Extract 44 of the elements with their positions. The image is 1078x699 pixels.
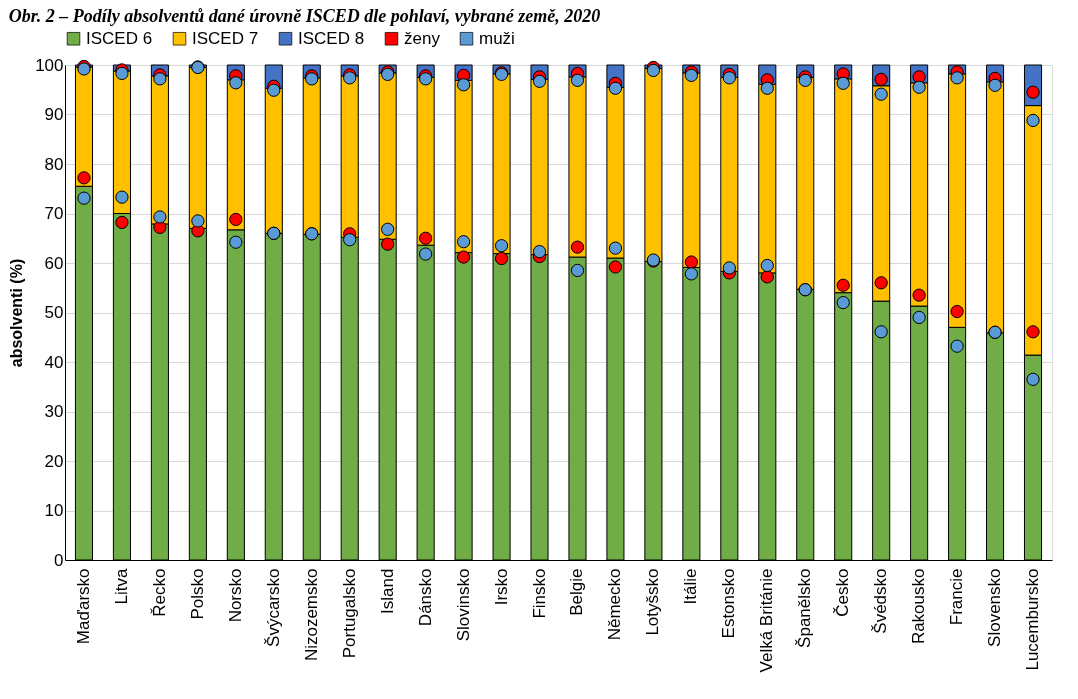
x-tick-label: Velká Británie [757,568,777,673]
x-tick-label: Litva [111,567,131,605]
x-tick-label: Estonsko [719,568,739,639]
y-tick-label: 80 [44,154,64,174]
x-tick-label: Německo [605,568,625,641]
x-tick-label: Slovinsko [453,568,473,642]
y-tick-label: 70 [44,204,64,223]
y-tick-label: 10 [44,501,64,520]
x-tick-label: Norsko [225,568,245,623]
x-tick-label: Dánsko [415,568,435,627]
x-tick-label: Belgie [567,568,587,616]
legend-label: ISCED 8 [298,28,365,48]
x-tick-label: Nizozemsko [301,568,321,662]
x-tick-label: Švýcarsko [263,568,283,647]
x-tick-label: Slovensko [985,568,1005,647]
y-tick-label: 0 [54,550,64,570]
y-axis-title: absolventi (%) [8,258,26,368]
x-tick-label: Švédsko [871,568,891,634]
y-tick-label: 60 [44,253,64,273]
y-tick-label: 100 [35,55,64,75]
x-tick-label: Island [377,568,397,614]
x-tick-label: Itálie [681,568,701,605]
legend-label: ženy [404,28,441,48]
x-tick-label: Rakousko [909,568,929,645]
x-tick-label: Maďarsko [73,568,93,645]
y-tick-label: 40 [44,352,64,372]
x-tick-label: Řecko [149,568,169,617]
y-tick-label: 50 [44,303,64,322]
x-tick-label: Francie [947,568,967,626]
x-tick-label: Polsko [187,568,207,620]
legend-label: muži [479,28,515,48]
y-tick-label: 90 [44,105,64,124]
x-tick-label: Finsko [529,568,549,619]
x-tick-label: Česko [833,568,853,617]
y-tick-label: 30 [44,402,64,421]
y-tick-label: 20 [44,451,64,471]
x-tick-label: Irsko [491,568,511,606]
x-tick-label: Lotyšsko [643,568,663,636]
legend-label: ISCED 6 [86,28,153,48]
x-tick-label: Portugalsko [339,568,359,659]
chart-title: Obr. 2 – Podíly absolventů dané úrovně ISCED dle pohlaví, vybrané země, 2020 [8,6,601,26]
x-tick-label: Lucembursko [1023,568,1043,671]
x-tick-label: Španělsko [795,568,815,648]
legend-label: ISCED 7 [192,28,259,48]
